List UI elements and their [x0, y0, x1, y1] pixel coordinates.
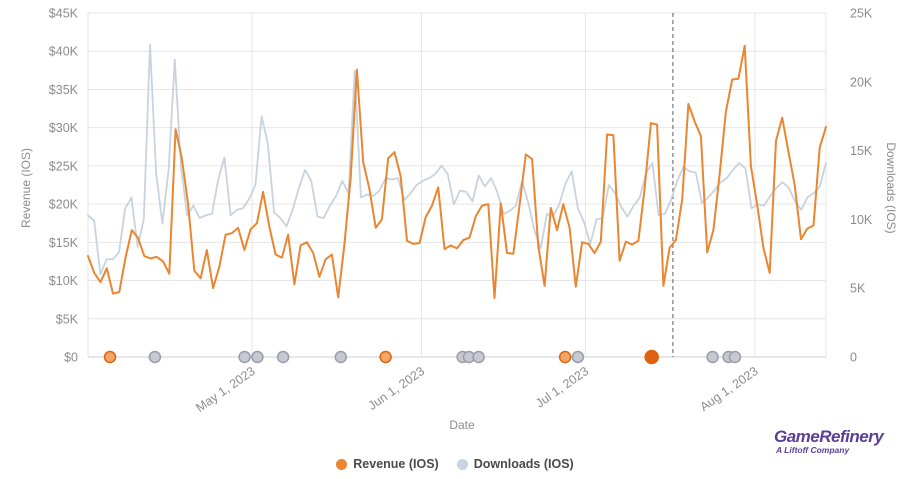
event-marker-downloads [238, 350, 251, 364]
legend-revenue-label: Revenue (IOS) [353, 457, 439, 471]
event-markers [103, 349, 742, 365]
event-marker-downloads [706, 350, 719, 364]
y-left-tick-label: $30K [49, 121, 79, 135]
y-right-tick-label: 20K [850, 75, 873, 89]
y-left-tick-label: $25K [49, 159, 79, 173]
series-layer [87, 43, 827, 300]
y-right-tick-label: 0 [850, 351, 857, 365]
grid [87, 12, 827, 358]
y-right-tick-label: 15K [850, 144, 873, 158]
y-right-tick-label: 25K [850, 7, 873, 21]
legend-downloads-label: Downloads (IOS) [473, 457, 574, 471]
event-marker-revenue [103, 350, 117, 364]
event-marker-revenue-selected [644, 349, 659, 365]
y-left-tick-label: $15K [49, 236, 79, 250]
y-left-tick-label: $10K [49, 274, 79, 288]
y-left-title: Revenue (IOS) [19, 148, 33, 228]
y-left-tick-label: $45K [49, 7, 79, 21]
event-marker-downloads [728, 350, 742, 364]
event-marker-downloads [251, 350, 264, 364]
y-left-tick-label: $20K [49, 198, 79, 212]
x-tick-label: Jul 1, 2023 [533, 364, 591, 411]
legend-item-downloads[interactable]: Downloads (IOS) [456, 457, 574, 471]
y-left-tick-label: $35K [49, 83, 79, 97]
event-marker-revenue [379, 350, 392, 364]
brand-logo: GameRefinery A Liftoff Company [774, 427, 884, 455]
y-right-tick-label: 10K [850, 213, 873, 227]
y-right-title: Downloads (IOS) [884, 142, 898, 233]
brand-subtitle: A Liftoff Company [776, 445, 850, 455]
event-marker-downloads [472, 350, 485, 364]
event-marker-revenue [558, 350, 572, 364]
x-tick-label: May 1, 2023 [193, 364, 257, 415]
event-marker-downloads [276, 350, 290, 364]
x-tick-label: Aug 1, 2023 [697, 364, 760, 414]
x-tick-label: Jun 1, 2023 [366, 364, 428, 413]
x-ticks: May 1, 2023 Jun 1, 2023 Jul 1, 2023 Aug 1, … [193, 364, 760, 415]
downloads-series-line [87, 43, 827, 276]
event-marker-downloads [148, 350, 162, 364]
legend: Revenue (IOS) Downloads (IOS) [0, 457, 910, 471]
y-left-ticks: $0 $5K $10K $15K $20K $25K $30K $35K $40K $45K [49, 7, 79, 365]
downloads-dot-icon [456, 458, 468, 470]
y-left-tick-label: $5K [56, 312, 79, 326]
y-right-tick-label: 5K [850, 282, 866, 296]
legend-item-revenue[interactable]: Revenue (IOS) [336, 457, 439, 471]
x-axis-title: Date [449, 418, 475, 432]
revenue-dot-icon [336, 458, 348, 470]
y-left-tick-label: $40K [49, 45, 79, 59]
y-left-tick-label: $0 [64, 351, 78, 365]
brand-name: GameRefinery [774, 427, 884, 446]
event-marker-downloads [334, 350, 348, 364]
revenue-series-line [87, 44, 827, 300]
event-marker-downloads [571, 350, 585, 364]
y-right-ticks: 0 5K 10K 15K 20K 25K [850, 7, 873, 365]
